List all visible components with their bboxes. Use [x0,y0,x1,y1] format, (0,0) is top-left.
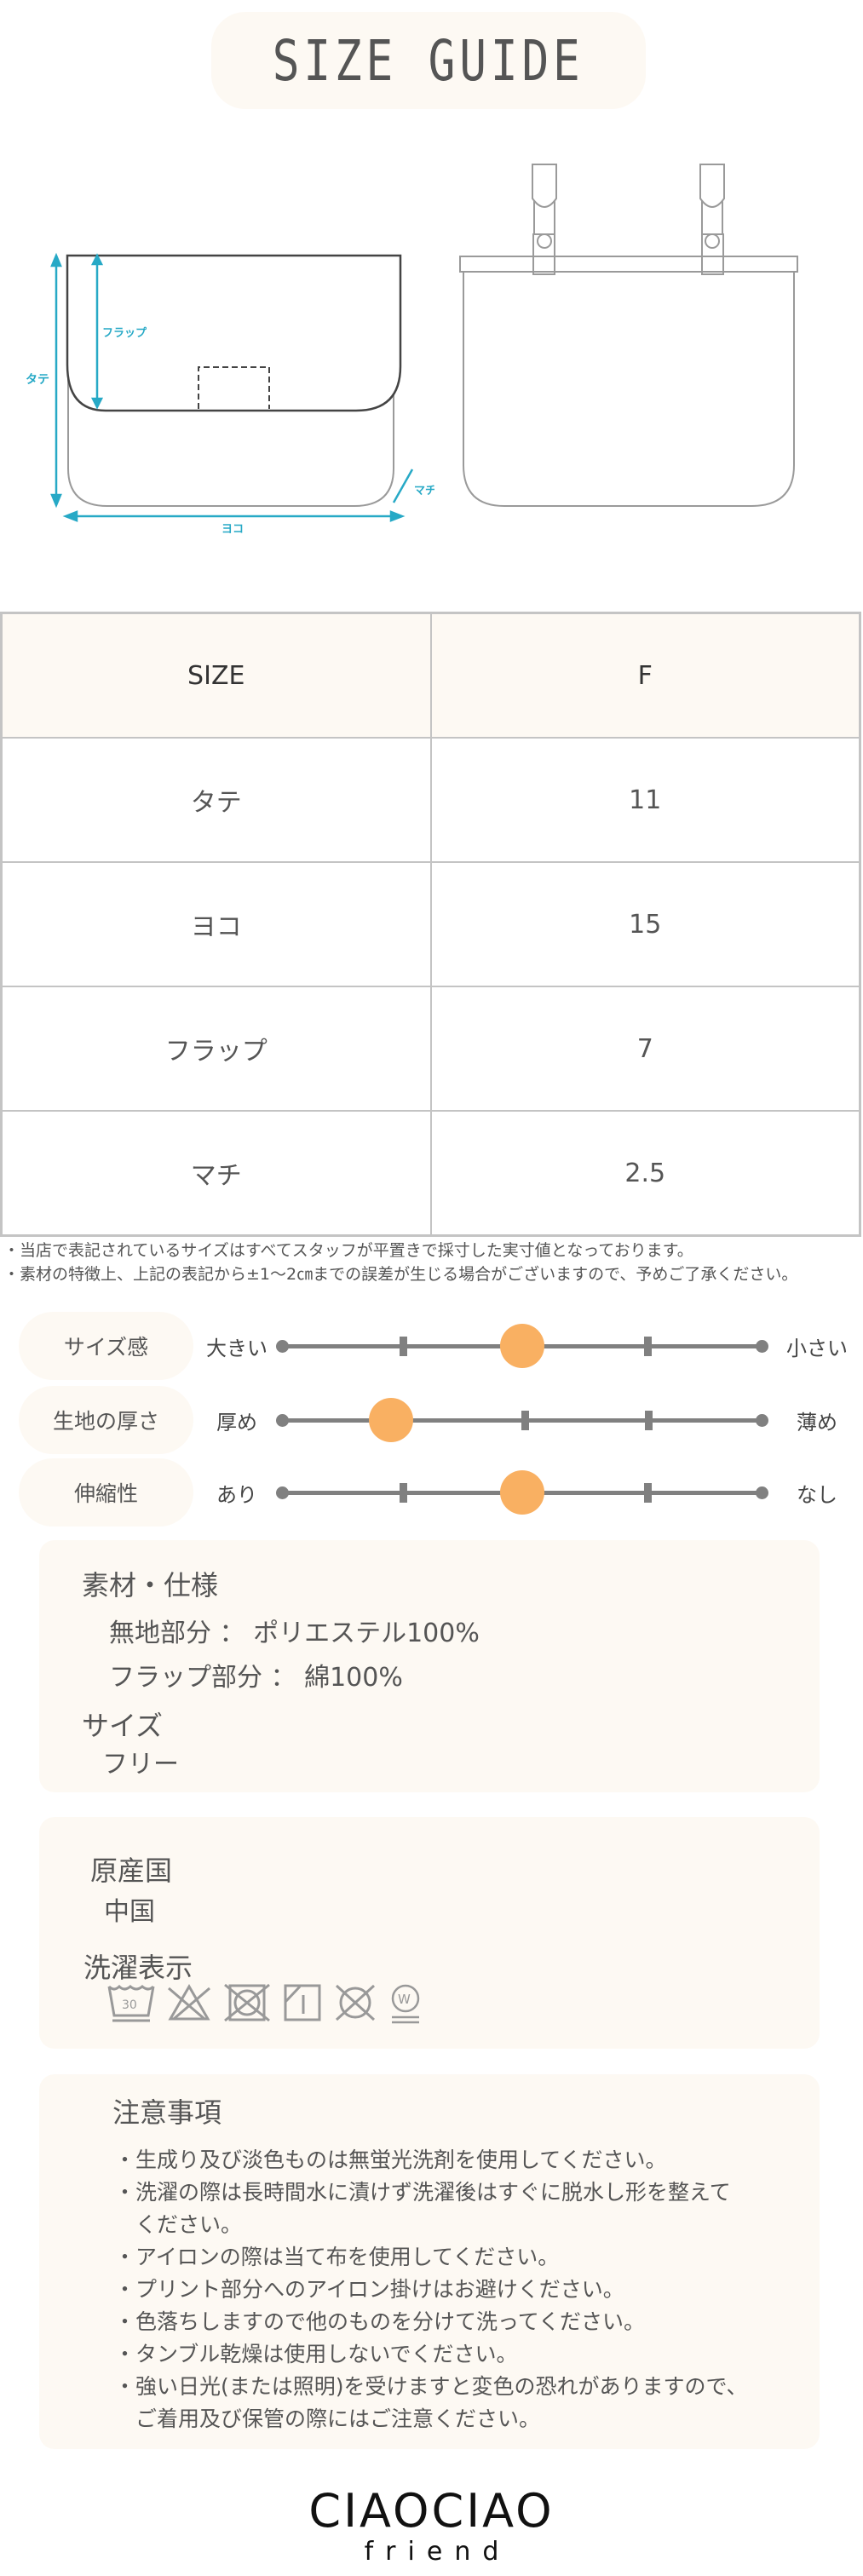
caution-line: ・色落ちしますので他のものを分けて洗ってください。 [114,2309,646,2334]
back-view-diagram [426,128,863,537]
table-row: フラップ 7 [0,986,861,1112]
diagram-label-gusset: マチ [414,485,434,497]
front-view-diagram: タテ フラップ ヨコ マチ [0,128,434,537]
size-value: フリー [102,1750,179,1780]
meter-track [276,1324,768,1368]
brand-name: CIAOCIAO [308,2484,555,2538]
table-header-row: SIZE F [0,612,861,739]
meter-size-feel: サイズ感 大きい 小さい [0,1312,863,1380]
caution-line: ・強い日光(または照明)を受けますと変色の恐れがありますので、 [114,2374,748,2399]
care-icons: 30 [107,1983,423,2026]
table-row: ヨコ 15 [0,861,861,987]
brand-logo: CIAOCIAO friend [0,2486,863,2567]
caution-line: ・生成り及び淡色ものは無蛍光洗剤を使用してください。 [114,2148,667,2172]
meter-track [276,1398,768,1442]
meter-right-label: 小さい [786,1336,848,1360]
table-row: マチ 2.5 [0,1110,861,1237]
caution-line: ・アイロンの際は当て布を使用してください。 [114,2245,560,2269]
table-header-value: F [429,612,861,739]
meter-stretch: 伸縮性 あり なし [0,1458,863,1527]
meter-label: 生地の厚さ [19,1386,193,1454]
cautions-card: 注意事項 ・生成り及び淡色ものは無蛍光洗剤を使用してください。 ・洗濯の際は長時… [39,2074,820,2449]
meter-label: サイズ感 [19,1312,193,1380]
meter-left-label: 大きい [206,1336,268,1360]
brand-subname: friend [364,2537,511,2567]
caution-line: ・洗濯の際は長時間水に漬けず洗濯後はすぐに脱水し形を整えて [114,2180,731,2205]
caution-line: ・タンブル乾燥は使用しないでください。 [114,2342,518,2366]
material-heading: 素材・仕様 [82,1569,219,1601]
row-label: ヨコ [0,861,432,987]
material-line: フラップ部分 ： 綿100% [109,1663,403,1693]
row-value: 2.5 [429,1110,861,1237]
meter-end-dot [276,1340,289,1353]
origin-heading: 原産国 [90,1854,173,1887]
wet-clean-gentle-icon: W [388,1983,423,2026]
material-line: 無地部分 ： ポリエステル100% [109,1619,480,1648]
row-label: マチ [0,1110,432,1237]
page-title: SIZE GUIDE [273,27,584,94]
title-banner: SIZE GUIDE [211,12,646,109]
measurement-note: ・当店で表記されているサイズはすべてスタッフが平置きで採寸した実寸値となっており… [3,1241,693,1260]
cautions-heading: 注意事項 [112,2096,222,2129]
diagram-label-flap: フラップ [102,327,147,340]
origin-value: 中国 [104,1897,155,1927]
meter-end-dot [756,1414,768,1427]
no-bleach-icon [167,1983,211,2026]
row-label: フラップ [0,986,432,1112]
meter-tick [400,1483,407,1503]
svg-text:30: 30 [122,1998,137,2012]
caution-line: ご着用及び保管の際にはご注意ください。 [114,2406,541,2431]
meter-left-label: 厚め [216,1410,257,1435]
meter-end-dot [276,1414,289,1427]
line-dry-shade-icon [283,1983,322,2026]
meter-end-dot [276,1486,289,1499]
meter-fabric-thickness: 生地の厚さ 厚め 薄め [0,1386,863,1454]
meter-right-label: なし [797,1482,837,1507]
diagram-label-width: ヨコ [222,523,244,536]
row-value: 7 [429,986,861,1112]
meter-left-label: あり [216,1482,257,1507]
origin-care-card: 原産国 中国 洗濯表示 30 [39,1817,820,2049]
meter-end-dot [756,1486,768,1499]
row-value: 11 [429,737,861,863]
no-dry-clean-icon [334,1983,377,2026]
table-header-label: SIZE [0,612,432,739]
row-label: タテ [0,737,432,863]
tolerance-note: ・素材の特徴上、上記の表記から±1～2㎝までの誤差が生じる場合がございますので、… [3,1265,798,1284]
material-card: 素材・仕様 無地部分 ： ポリエステル100% フラップ部分 ： 綿100% サ… [39,1540,820,1792]
meter-knob [500,1470,544,1515]
no-tumble-dry-icon [223,1983,271,2026]
meter-tick [400,1337,407,1356]
meter-end-dot [756,1340,768,1353]
meter-knob [500,1324,544,1368]
meter-label: 伸縮性 [19,1458,193,1527]
meter-tick [644,1337,652,1356]
size-heading: サイズ [82,1710,164,1742]
caution-line: ・プリント部分へのアイロン掛けはお避けください。 [114,2277,624,2302]
meter-right-label: 薄め [797,1410,837,1435]
table-row: タテ 11 [0,737,861,863]
row-value: 15 [429,861,861,987]
meter-knob [369,1398,413,1442]
meter-track [276,1470,768,1515]
diagram-label-height: タテ [26,373,49,387]
size-table: SIZE F タテ 11 ヨコ 15 フラップ 7 マチ 2.5 [0,612,861,1237]
caution-line: ください。 [114,2212,243,2237]
meter-tick [521,1411,529,1430]
care-heading: 洗濯表示 [83,1952,193,1984]
svg-text:W: W [398,1992,411,2007]
meter-tick [644,1483,652,1503]
wash-30-gentle-icon: 30 [107,1983,155,2026]
meter-tick [645,1411,653,1430]
